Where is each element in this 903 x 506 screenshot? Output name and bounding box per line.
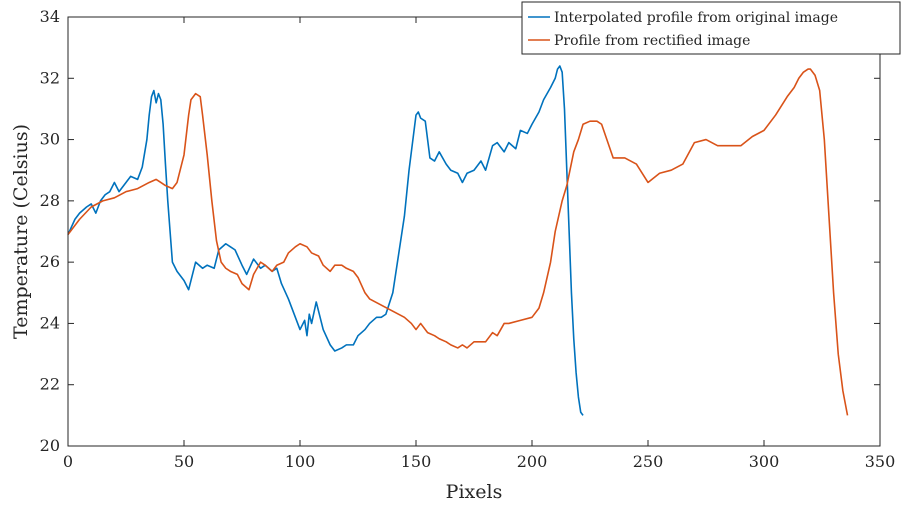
x-tick-label: 200 (517, 452, 548, 471)
y-tick-label: 28 (40, 191, 60, 210)
series-layer (67, 65, 849, 416)
x-tick-label: 100 (285, 452, 316, 471)
x-axis-label: Pixels (446, 481, 503, 503)
x-tick-label: 150 (401, 452, 432, 471)
legend-label-original: Interpolated profile from original image (554, 10, 838, 26)
legend-label-rectified: Profile from rectified image (554, 33, 750, 49)
plot-area (68, 17, 880, 446)
y-axis-label: Temperature (Celsius) (10, 124, 32, 339)
y-tick-label: 32 (40, 68, 60, 87)
x-tick-label: 50 (174, 452, 194, 471)
y-tick-label: 34 (40, 7, 60, 26)
y-tick-label: 26 (40, 252, 60, 271)
legend: Interpolated profile from original image… (521, 1, 901, 55)
x-tick-label: 0 (63, 452, 73, 471)
y-tick-label: 30 (40, 130, 60, 149)
x-tick-label: 250 (633, 452, 664, 471)
y-tick-label: 20 (40, 436, 60, 455)
axes-box (67, 16, 881, 447)
x-tick-label: 300 (749, 452, 780, 471)
x-tick-label: 350 (865, 452, 896, 471)
series-line-rectified (67, 68, 849, 416)
legend-box (521, 1, 901, 55)
axes-layer: 0 50 100 150 200 250 300 350 20 22 24 26 28 30 32 34 (40, 7, 896, 471)
y-tick-label: 24 (40, 313, 60, 332)
series-line-original (67, 65, 584, 416)
y-tick-label: 22 (40, 375, 60, 394)
